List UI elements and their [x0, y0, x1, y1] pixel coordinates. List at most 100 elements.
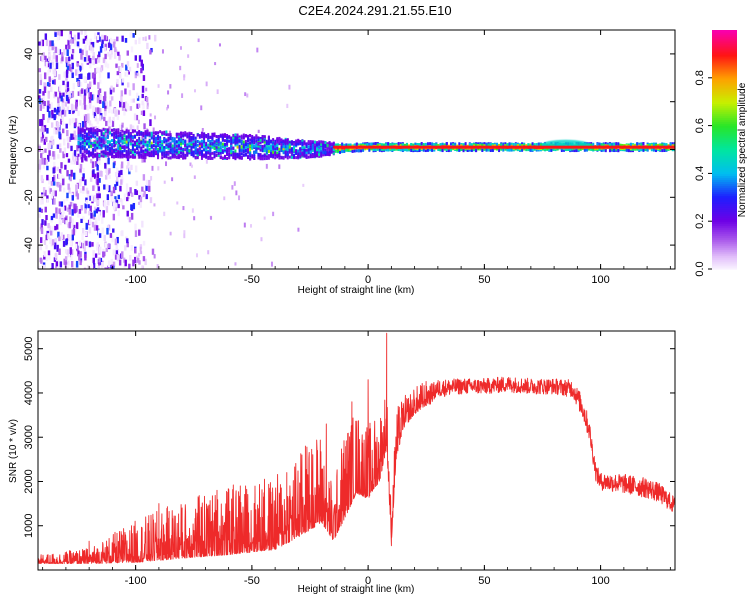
heatmap-band-cell: [372, 142, 375, 146]
heatmap-band-cell: [286, 145, 289, 149]
heatmap-noise-cell: [85, 240, 88, 246]
heatmap-band-cell: [280, 143, 283, 147]
heatmap-band-cell: [242, 140, 245, 144]
heatmap-band-cell: [188, 149, 191, 153]
heatmap-band-cell: [263, 146, 266, 150]
heatmap-band-cell: [293, 147, 296, 151]
heatmap-noise-cell: [110, 96, 114, 101]
heatmap-band-cell: [345, 143, 348, 147]
heatmap-noise-cell: [64, 101, 67, 107]
heatmap-band-cell: [426, 148, 429, 152]
heatmap-noise-cell: [88, 120, 92, 126]
heatmap-band-cell: [104, 154, 107, 158]
heatmap-band-cell: [621, 143, 624, 147]
heatmap-noise-cell: [107, 200, 110, 206]
heatmap-band-cell: [138, 131, 141, 135]
snr-x-tick-label: -100: [125, 575, 147, 587]
heatmap-noise-cell: [118, 54, 121, 61]
heatmap-band-cell: [90, 144, 93, 148]
heatmap-band-cell: [257, 136, 260, 140]
heatmap-noise-cell: [54, 46, 58, 53]
heatmap-band-cell: [604, 142, 607, 146]
heatmap-band-cell: [313, 145, 316, 149]
heatmap-band-cell: [230, 138, 233, 142]
heatmap-noise-cell: [96, 172, 100, 179]
heatmap-band-cell: [104, 152, 107, 156]
heatmap-band-cell: [169, 149, 172, 153]
heatmap-noise-cell: [38, 207, 42, 213]
heatmap-noise-cell: [70, 103, 74, 111]
heatmap-band-cell: [274, 156, 277, 160]
heatmap-band-cell: [429, 148, 432, 152]
heatmap-noise-cell: [81, 228, 85, 235]
heatmap-band-cell: [161, 151, 164, 155]
colorbar-strip: [712, 81, 737, 85]
heatmap-noise-cell: [96, 97, 100, 104]
heatmap-band-cell: [221, 133, 224, 137]
heatmap-band-cell: [213, 143, 216, 147]
heatmap-band-cell: [177, 147, 180, 151]
heatmap-noise-cell: [48, 76, 51, 83]
heatmap-band-cell: [184, 144, 187, 148]
heatmap-band-cell: [110, 143, 113, 147]
heatmap-band-cell: [173, 140, 176, 144]
heatmap-band-cell: [309, 152, 312, 156]
heatmap-noise-cell: [113, 52, 117, 59]
heatmap-band-cell: [85, 137, 88, 141]
heatmap-band-cell: [274, 151, 277, 155]
heatmap-noise-cell: [65, 76, 68, 81]
heatmap-noise-cell: [109, 53, 112, 60]
heatmap-band-cell: [83, 154, 86, 158]
heatmap-noise-cell: [44, 83, 47, 90]
heatmap-noise-cell: [130, 164, 133, 171]
heatmap-band-cell: [165, 130, 168, 134]
heatmap-noise-cell: [126, 241, 129, 248]
heatmap-band-cell: [180, 154, 183, 158]
heatmap-band-cell: [267, 149, 270, 153]
heatmap-band-cell: [437, 144, 440, 148]
heatmap-band-cell: [161, 140, 164, 144]
heatmap-band-cell: [355, 142, 358, 146]
heatmap-band-cell: [152, 134, 155, 138]
heatmap-band-cell: [288, 147, 291, 151]
heatmap-noise-cell: [71, 195, 74, 201]
heatmap-noise-cell: [43, 72, 47, 80]
heatmap-noise-cell: [143, 123, 146, 130]
heatmap-band-cell: [131, 153, 134, 157]
heatmap-noise-cell: [38, 213, 41, 218]
heatmap-band-cell: [592, 147, 595, 151]
heatmap-noise-cell: [112, 249, 116, 256]
heatmap-noise-cell: [110, 52, 114, 58]
heatmap-band-cell: [96, 137, 99, 141]
heatmap-noise-cell: [91, 221, 95, 228]
heatmap-speckle-cell: [243, 222, 246, 228]
heatmap-band-cell: [247, 156, 250, 160]
heatmap-band-cell: [328, 148, 331, 152]
heatmap-band-cell: [196, 139, 199, 143]
heatmap-band-cell: [481, 143, 484, 147]
heatmap-band-cell: [353, 149, 356, 153]
heatmap-noise-cell: [144, 258, 147, 266]
heatmap-noise-cell: [148, 185, 151, 192]
heatmap-noise-cell: [68, 64, 71, 72]
heatmap-noise-cell: [141, 265, 144, 269]
heatmap-band-cell: [79, 142, 82, 146]
heatmap-noise-cell: [50, 181, 54, 186]
heatmap-noise-cell: [47, 178, 51, 185]
heatmap-band-cell: [134, 148, 137, 152]
heatmap-noise-cell: [70, 145, 73, 152]
heatmap-noise-cell: [119, 124, 122, 131]
colorbar-strip: [712, 147, 737, 151]
heatmap-noise-cell: [115, 141, 119, 148]
heatmap-band-cell: [171, 155, 174, 159]
heatmap-noise-cell: [83, 245, 86, 252]
heatmap-band-cell: [100, 138, 103, 142]
heatmap-band-cell: [303, 153, 306, 157]
heatmap-noise-cell: [56, 144, 60, 150]
heatmap-band-cell: [230, 145, 233, 149]
colorbar-strip: [712, 177, 737, 180]
heatmap-band-cell: [326, 148, 329, 152]
heatmap-band-cell: [81, 134, 84, 138]
colorbar-strip: [712, 31, 737, 35]
heatmap-speckle-cell: [142, 193, 145, 198]
